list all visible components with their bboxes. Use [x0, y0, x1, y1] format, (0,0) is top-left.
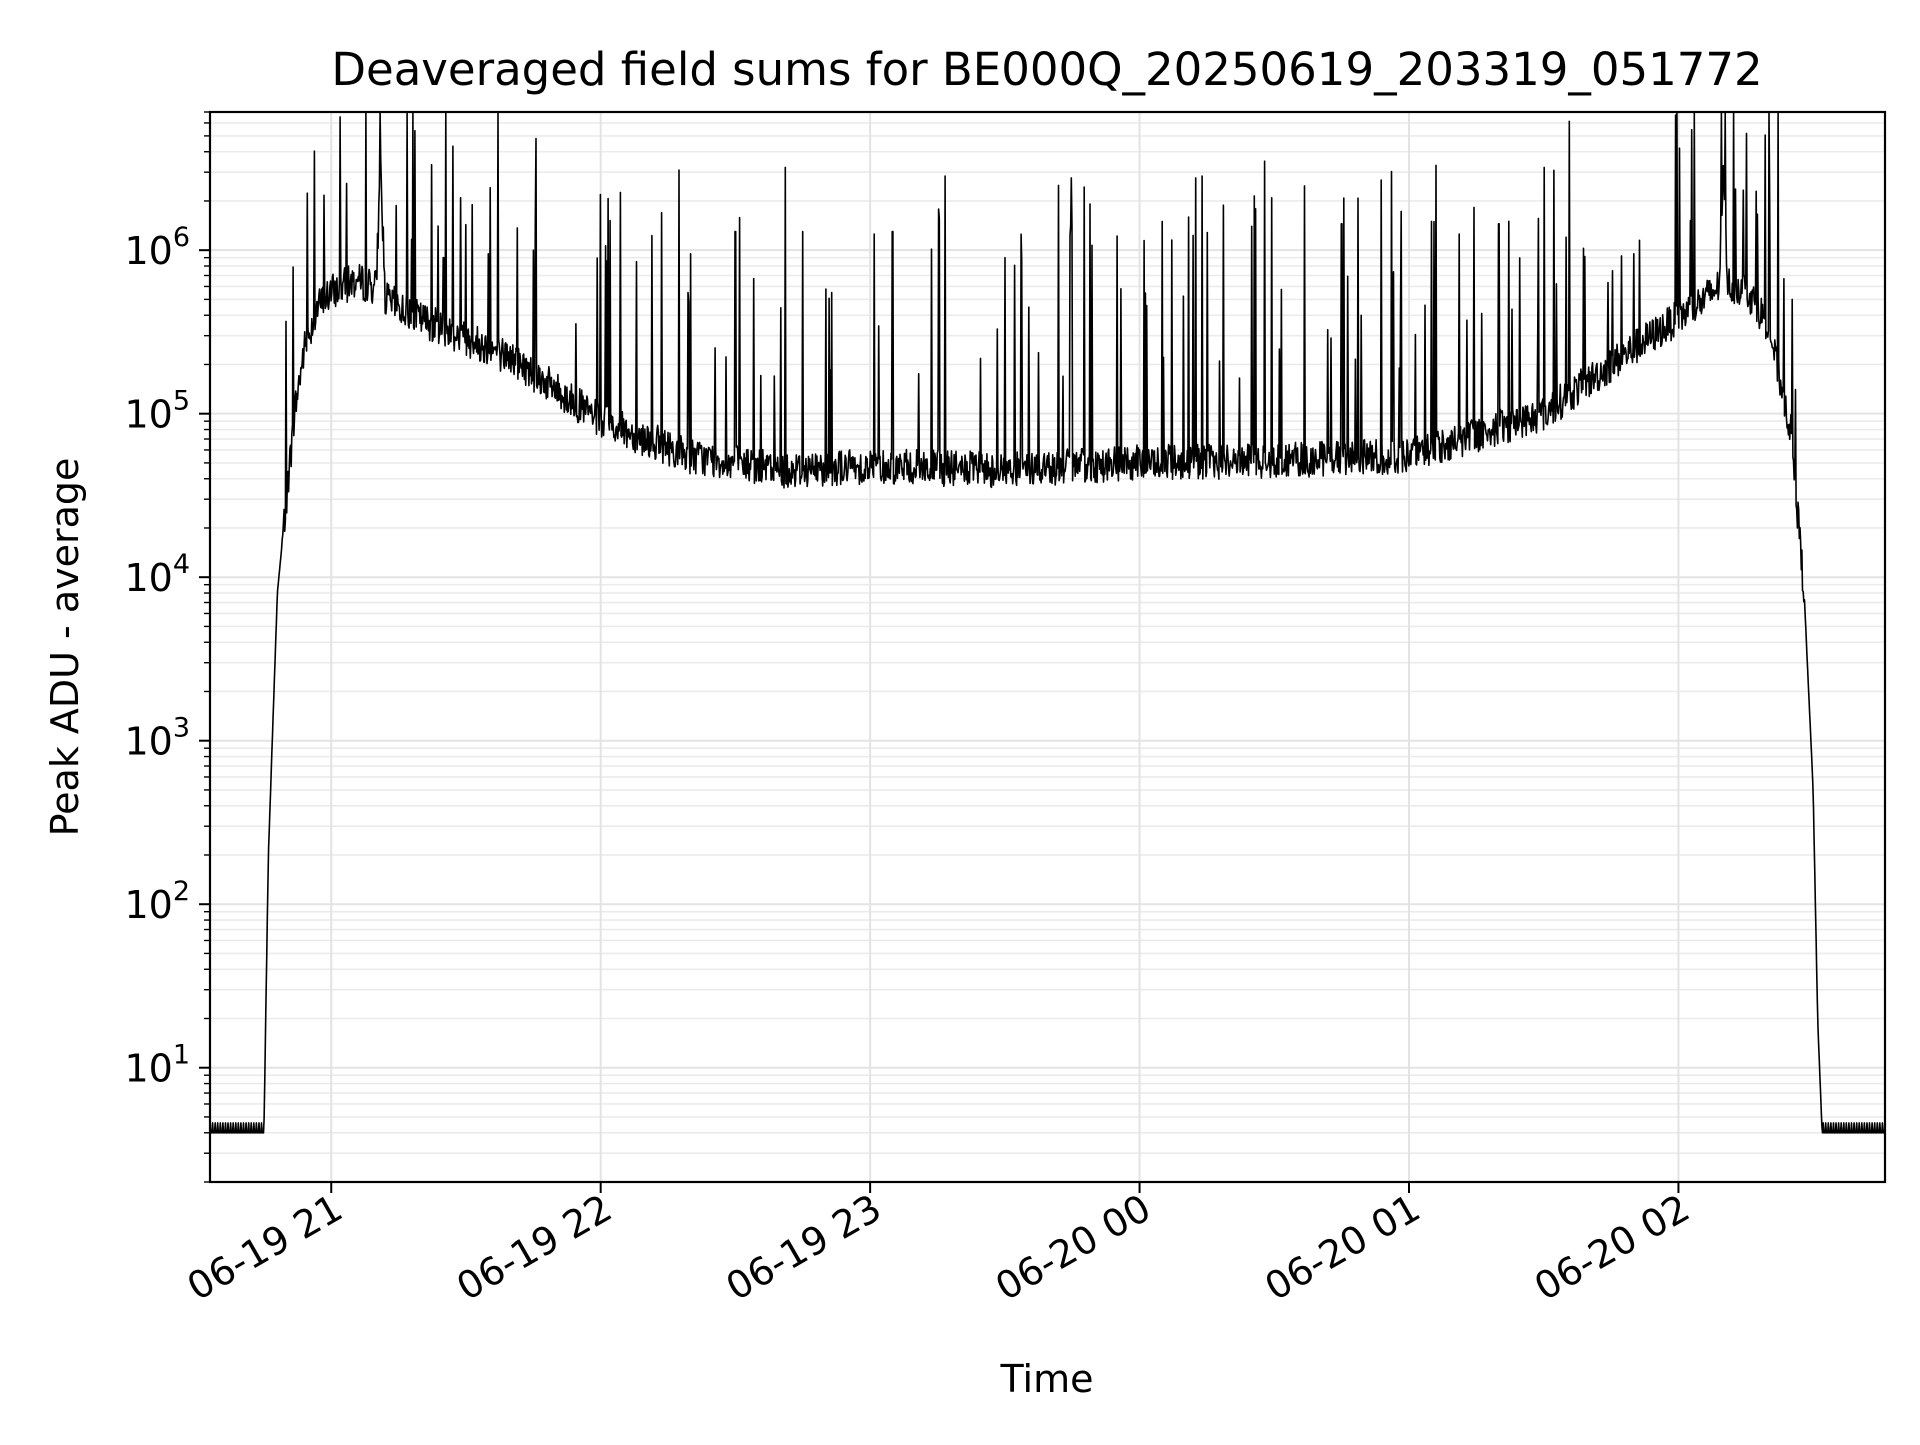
y-axis-label: Peak ADU - average	[43, 458, 87, 837]
series-line	[209, 111, 1886, 1134]
y-tick-label: 102	[124, 876, 190, 927]
y-tick-label: 104	[124, 549, 190, 600]
x-axis-label: Time	[1000, 1357, 1094, 1401]
y-tick-label: 106	[124, 222, 190, 273]
chart-title: Deaveraged field sums for BE000Q_2025061…	[331, 43, 1762, 96]
y-tick-label: 105	[124, 386, 190, 437]
grid-layer	[210, 111, 1885, 1183]
y-tick-label: 103	[124, 713, 190, 764]
y-tick-label: 101	[124, 1040, 190, 1091]
plot-frame	[208, 110, 1887, 1184]
